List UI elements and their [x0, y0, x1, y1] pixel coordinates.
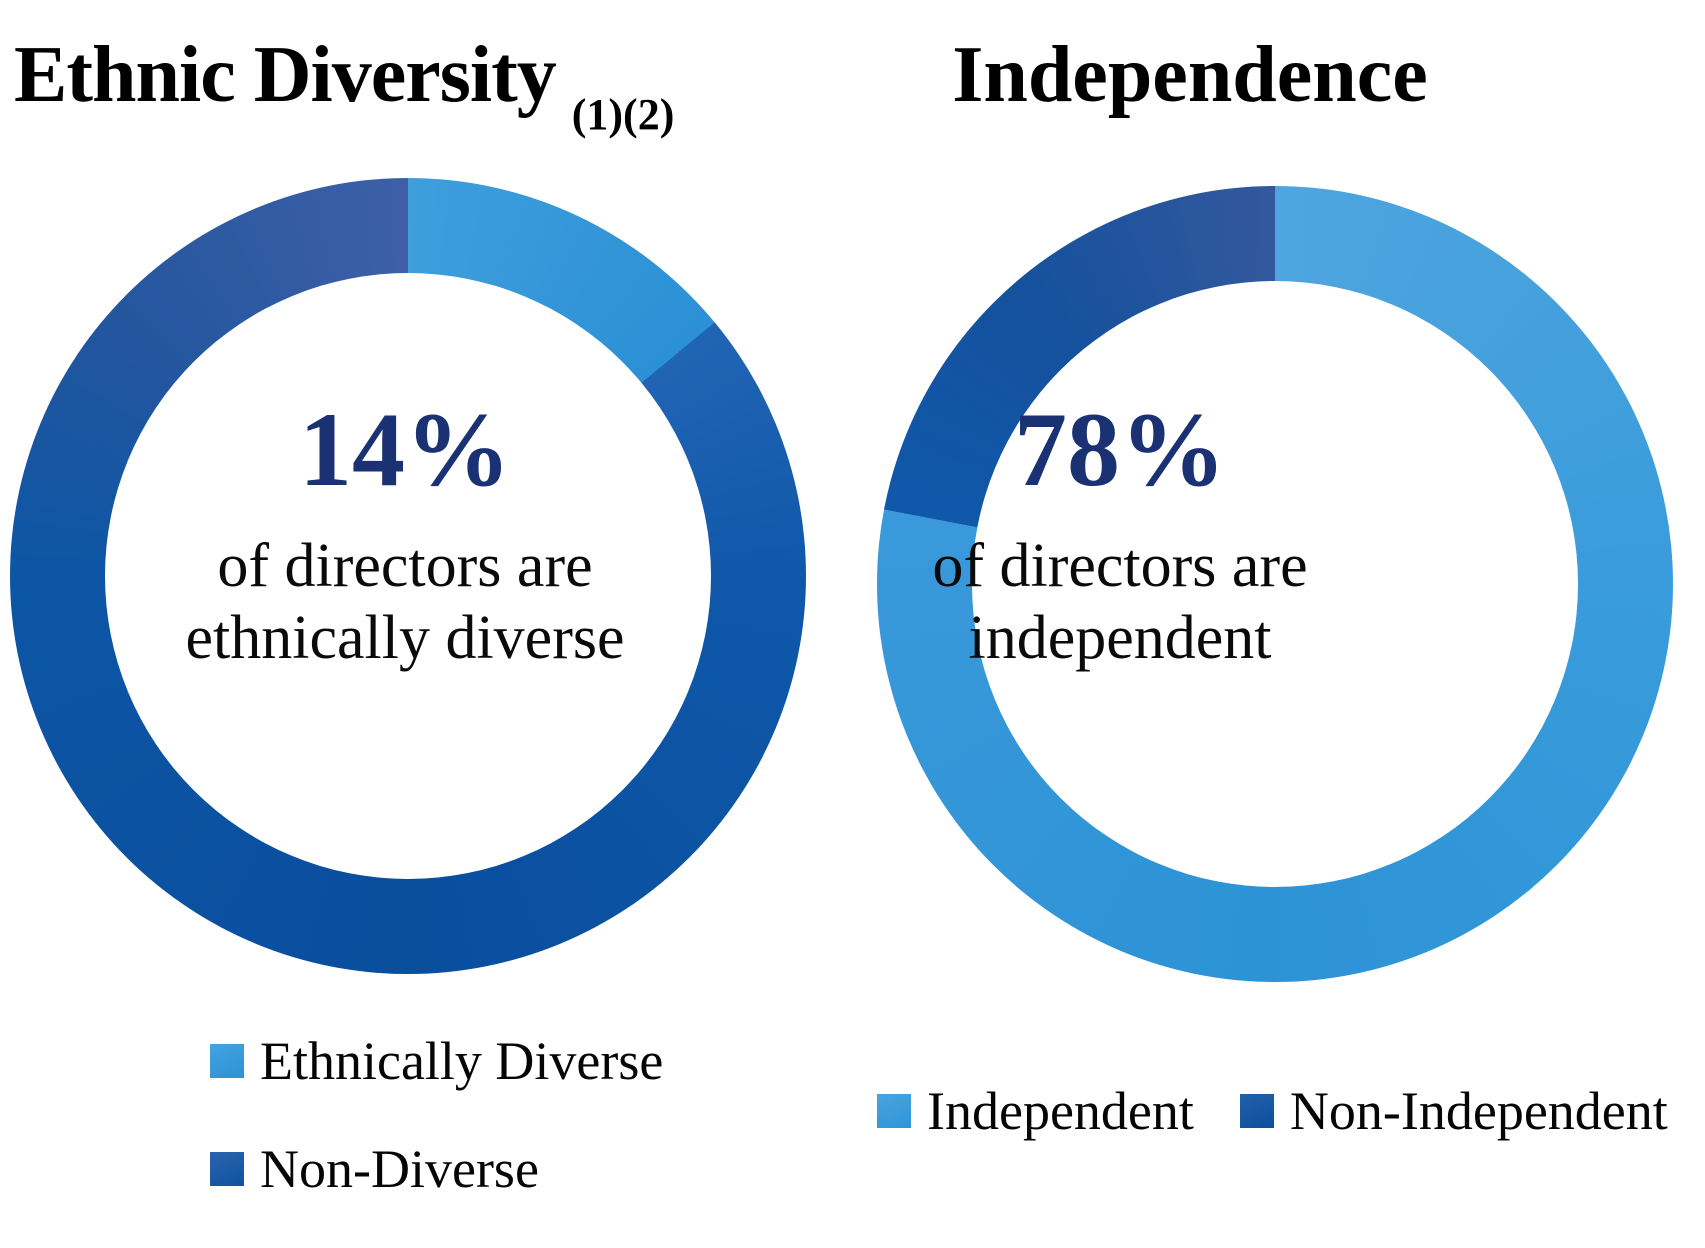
legend-item-independent: Independent [877, 1082, 1194, 1140]
independence-caption-line1: of directors are [932, 532, 1308, 600]
ethnic-diversity-percentage: 14% [299, 391, 511, 508]
independence-title: Independence [800, 30, 1580, 121]
legend-item-non-independent: Non-Independent [1239, 1081, 1668, 1141]
ethnic-diversity-donut-hole [105, 273, 711, 879]
ethnic-diversity-title-text: Ethnic Diversity [14, 31, 557, 119]
ethnic-diversity-caption: of directors are ethnically diverse [115, 530, 695, 674]
ethnic-diversity-title: Ethnic Diversity (1)(2) [14, 30, 674, 139]
ethnic-diversity-legend: Ethnically Diverse Non-Diverse [210, 1032, 663, 1248]
non-diverse-swatch-icon [210, 1152, 244, 1186]
legend-label: Non-Diverse [260, 1139, 539, 1199]
non-independent-swatch-icon [1239, 1094, 1274, 1128]
independence-center-text: 78% of directors are independent [820, 392, 1420, 674]
ethnically-diverse-swatch-icon [210, 1044, 244, 1078]
independence-legend: Independent Non-Independent [877, 1082, 1668, 1140]
legend-label: Non-Independent [1289, 1081, 1668, 1141]
ethnic-diversity-caption-line2: ethnically diverse [185, 604, 625, 672]
legend-item-non-diverse: Non-Diverse [210, 1140, 663, 1198]
legend-item-ethnically-diverse: Ethnically Diverse [210, 1032, 663, 1090]
independence-title-text: Independence [952, 31, 1428, 119]
ethnic-diversity-center-text: 14% of directors are ethnically diverse [115, 392, 695, 674]
independent-swatch-icon [877, 1094, 911, 1128]
independence-percentage: 78% [1014, 391, 1226, 508]
independence-caption-line2: independent [968, 604, 1272, 672]
independence-caption: of directors are independent [820, 530, 1420, 674]
legend-label: Independent [927, 1081, 1194, 1141]
legend-label: Ethnically Diverse [260, 1031, 664, 1091]
independence-donut-hole [972, 281, 1578, 887]
board-diversity-infographic: { "charts": [ { "title": "Ethnic Diversi… [10, 30, 1673, 1198]
ethnic-diversity-title-footnote: (1)(2) [571, 90, 675, 139]
ethnic-diversity-caption-line1: of directors are [217, 532, 593, 600]
